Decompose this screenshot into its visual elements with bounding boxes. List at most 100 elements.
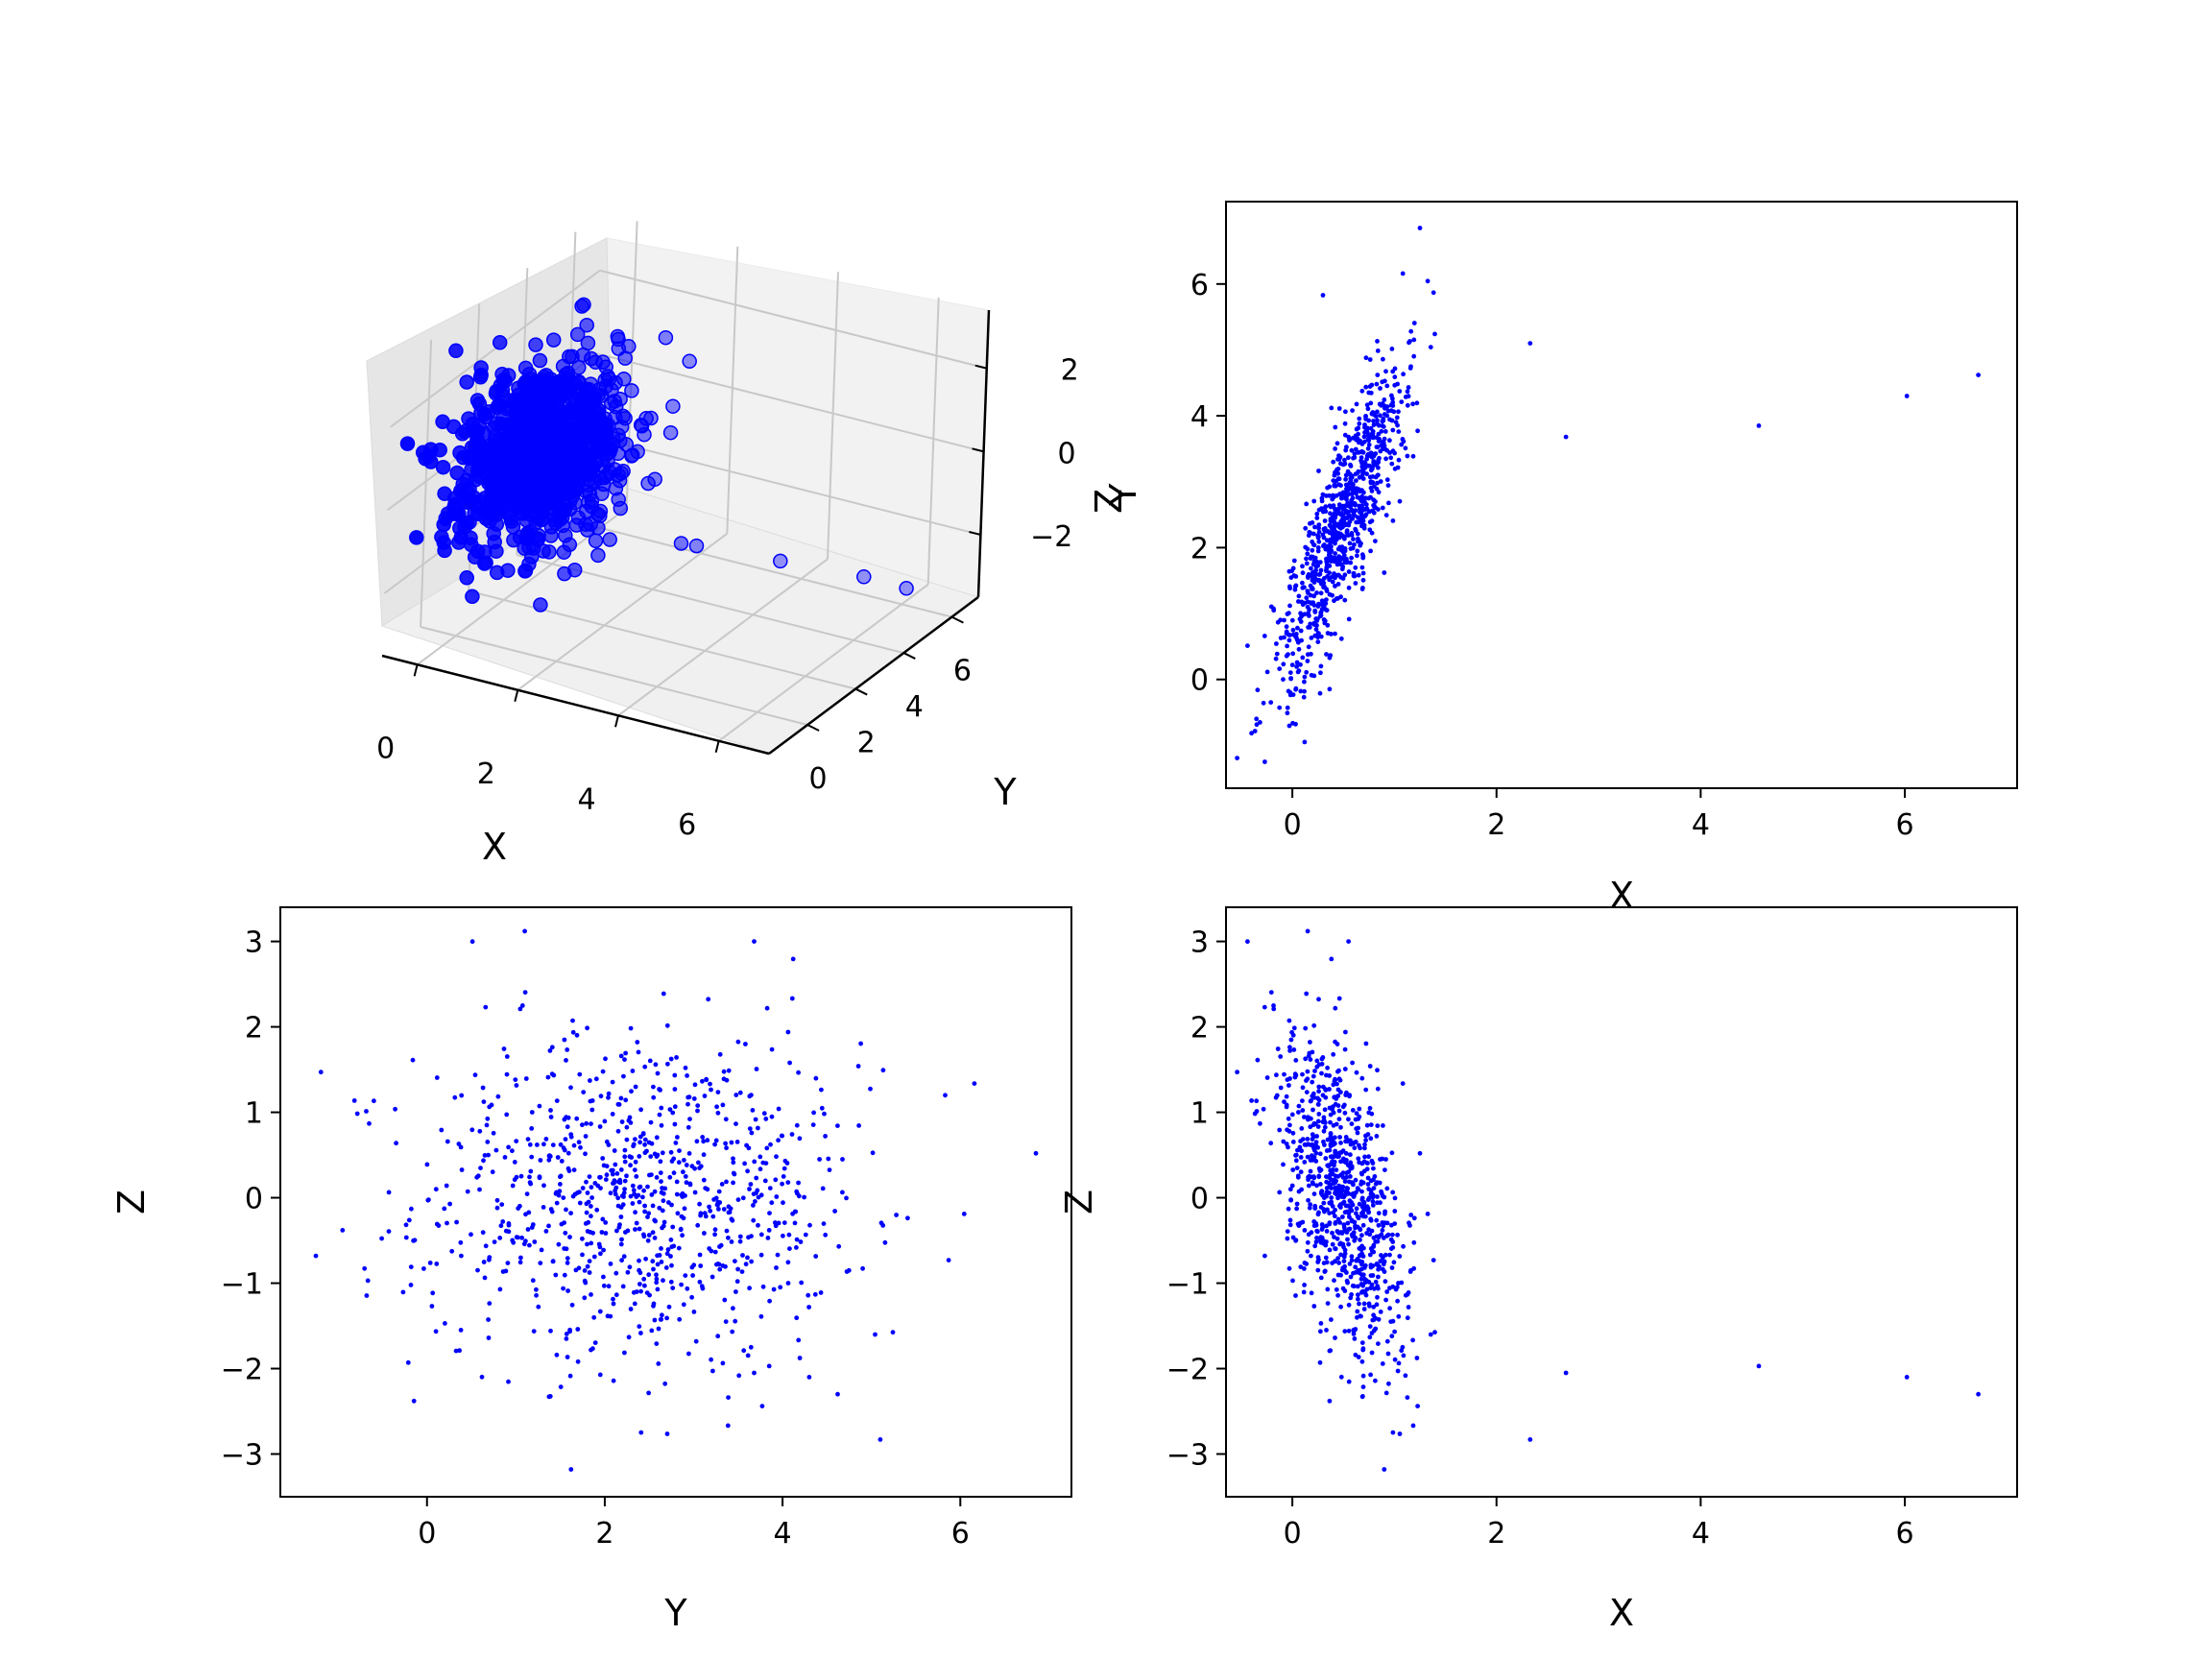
data-point-xz (1387, 1306, 1392, 1311)
data-point-yz (562, 1037, 567, 1043)
data-point-xy (1287, 692, 1293, 698)
data-point-yz (612, 1178, 617, 1184)
data-point-xy (1336, 572, 1341, 578)
data-point-xy (1332, 483, 1337, 489)
y-tick-label: −2 (1166, 1354, 1209, 1387)
data-point-yz (717, 1244, 722, 1249)
data-point-yz (449, 1248, 455, 1254)
data-point-xz (1362, 1214, 1368, 1219)
data-point-xy (1408, 364, 1413, 370)
data-point-yz (642, 1137, 648, 1142)
data-point-xz (1338, 1374, 1344, 1380)
data-point-xz (1348, 1142, 1354, 1147)
data-point-yz (722, 1297, 728, 1303)
data-point-yz (640, 1194, 645, 1200)
data-point-yz (497, 1286, 503, 1292)
data-point-xy (1364, 402, 1370, 408)
data-point-xz (1322, 1209, 1327, 1214)
data-point-xz (1333, 1246, 1337, 1251)
data-point-xz (1384, 1338, 1390, 1344)
data-point-yz (618, 1214, 624, 1219)
data-point-xy (1322, 584, 1327, 589)
data-point-yz (506, 1379, 511, 1384)
data-point-yz (753, 1117, 758, 1122)
data-point-yz (585, 1263, 590, 1269)
data-point-yz (638, 1331, 643, 1335)
data-point-yz (752, 1159, 757, 1165)
data-point-xz (1358, 1247, 1364, 1252)
data-point-xz (1306, 1053, 1311, 1059)
data-point-yz (589, 1107, 595, 1113)
data-point-xy (1313, 627, 1319, 632)
data-point-xy (1262, 634, 1267, 638)
data-point-yz (619, 1119, 625, 1124)
data-point-yz (569, 1302, 575, 1308)
data-point-xz (1312, 1243, 1318, 1249)
data-point-yz (642, 1150, 648, 1156)
data-point-yz (603, 1220, 609, 1225)
data-point-xy (1386, 500, 1391, 506)
data-point-xz (1320, 1093, 1326, 1098)
data-point-xz (1354, 1070, 1359, 1075)
data-point-xz (1308, 1098, 1313, 1104)
data-point-yz (567, 1373, 573, 1379)
data-point-xz (1375, 1194, 1380, 1199)
data-point-xy (1371, 510, 1377, 516)
data-point-yz (819, 1105, 825, 1111)
data-point-yz (411, 1238, 416, 1243)
data-point-xy (1285, 612, 1290, 616)
data-point-xy (1305, 599, 1310, 605)
data-point-yz (504, 1054, 510, 1059)
data-point-xz (1330, 1204, 1335, 1209)
data-point-xz (1327, 1073, 1333, 1078)
data-point-xz (1382, 1167, 1387, 1172)
data-point-yz (715, 1334, 721, 1339)
data-point-yz (787, 1246, 792, 1251)
data-point-yz (481, 1158, 486, 1164)
data-point-xy (1348, 546, 1354, 551)
data-point-xy (1298, 611, 1303, 616)
data-point-xy (1378, 413, 1382, 419)
data-point-yz (620, 1202, 626, 1208)
data-point-xy (1756, 423, 1762, 428)
data-point-xz (1342, 1067, 1348, 1071)
data-point-xz (1286, 1128, 1292, 1134)
data-point-xz (1358, 1145, 1362, 1151)
axis-label-y-xz: Z (1058, 1190, 1100, 1214)
data-point-yz (475, 1173, 481, 1179)
data-point-xz (1318, 1182, 1323, 1187)
data-point-xz (1316, 1062, 1322, 1068)
data-point-yz (751, 1217, 757, 1223)
data-point-xz (1392, 1357, 1398, 1362)
data-point-xy (1318, 581, 1324, 587)
data-point-xy (1375, 445, 1381, 450)
data-point-xy (1277, 705, 1283, 710)
data-point-xz (1286, 1116, 1291, 1121)
data-point-xz (1356, 1355, 1361, 1359)
data-point-yz (563, 1230, 568, 1236)
data-point-xz (1329, 956, 1334, 962)
data-point-xy (1302, 612, 1308, 617)
data-point-yz (757, 1154, 763, 1160)
data-point-xy (1315, 533, 1320, 539)
data-point-xz (1342, 1247, 1348, 1253)
data-point-xz (1324, 1179, 1330, 1185)
data-point-xz (1392, 1195, 1398, 1201)
data-point-xz (1345, 1220, 1351, 1226)
data-point-yz (676, 1160, 682, 1166)
data-point-xz (1353, 1264, 1358, 1270)
data-point-xy (1342, 572, 1348, 578)
data-point-3d (459, 570, 474, 586)
data-point-yz (878, 1220, 884, 1226)
data-point-xz (1342, 1102, 1347, 1108)
data-point-yz (434, 1075, 440, 1080)
data-point-yz (364, 1109, 369, 1114)
grid-line-3d (390, 269, 601, 428)
data-point-yz (636, 1049, 641, 1055)
data-point-yz (618, 1053, 624, 1059)
grid-line-3d (827, 272, 839, 560)
data-point-xy (1294, 664, 1299, 669)
data-point-yz (340, 1228, 346, 1233)
